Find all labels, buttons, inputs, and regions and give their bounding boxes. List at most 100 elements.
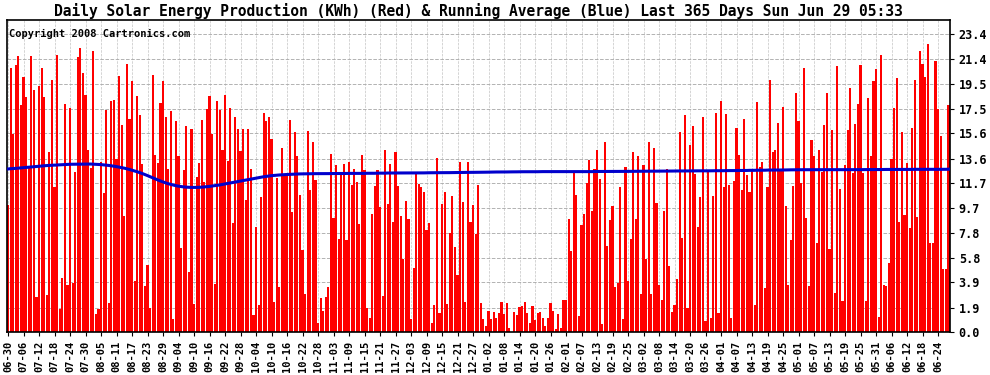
Bar bbox=[779, 169, 781, 332]
Bar bbox=[699, 198, 702, 332]
Bar bbox=[299, 195, 301, 332]
Bar bbox=[736, 128, 738, 332]
Bar bbox=[911, 129, 914, 332]
Bar bbox=[12, 134, 14, 332]
Bar bbox=[792, 186, 795, 332]
Bar bbox=[798, 122, 800, 332]
Bar bbox=[400, 216, 402, 332]
Bar bbox=[201, 120, 203, 332]
Bar bbox=[593, 168, 596, 332]
Bar bbox=[947, 105, 949, 332]
Bar bbox=[580, 225, 583, 332]
Bar bbox=[633, 152, 635, 332]
Bar bbox=[826, 93, 828, 332]
Bar bbox=[76, 57, 79, 332]
Bar bbox=[837, 66, 839, 332]
Bar bbox=[444, 192, 446, 332]
Bar bbox=[177, 156, 179, 332]
Bar bbox=[559, 328, 562, 332]
Bar bbox=[307, 131, 309, 332]
Bar bbox=[756, 102, 758, 332]
Bar bbox=[224, 95, 226, 332]
Bar bbox=[567, 219, 569, 332]
Bar bbox=[71, 283, 73, 332]
Bar bbox=[172, 319, 174, 332]
Bar bbox=[198, 163, 200, 332]
Bar bbox=[705, 321, 707, 332]
Bar bbox=[771, 152, 774, 332]
Bar bbox=[421, 187, 423, 332]
Bar bbox=[870, 156, 872, 332]
Bar bbox=[612, 206, 614, 332]
Bar bbox=[521, 306, 524, 332]
Bar bbox=[710, 318, 712, 332]
Bar bbox=[500, 302, 503, 332]
Bar bbox=[464, 302, 466, 332]
Bar bbox=[410, 319, 412, 332]
Bar bbox=[805, 218, 808, 332]
Bar bbox=[431, 323, 433, 332]
Bar bbox=[296, 156, 298, 332]
Bar bbox=[800, 183, 802, 332]
Bar bbox=[387, 204, 389, 332]
Bar bbox=[415, 172, 418, 332]
Bar bbox=[485, 326, 487, 332]
Bar bbox=[932, 243, 934, 332]
Bar bbox=[901, 132, 903, 332]
Bar bbox=[333, 219, 335, 332]
Bar bbox=[606, 246, 609, 332]
Bar bbox=[875, 69, 877, 332]
Bar bbox=[890, 159, 893, 332]
Bar bbox=[185, 126, 187, 332]
Bar bbox=[748, 192, 750, 332]
Bar bbox=[89, 168, 92, 332]
Bar bbox=[640, 294, 643, 332]
Bar bbox=[733, 181, 735, 332]
Bar bbox=[469, 222, 471, 332]
Title: Daily Solar Energy Production (KWh) (Red) & Running Average (Blue) Last 365 Days: Daily Solar Energy Production (KWh) (Red… bbox=[53, 3, 903, 19]
Bar bbox=[58, 309, 60, 332]
Bar bbox=[790, 240, 792, 332]
Bar bbox=[808, 286, 810, 332]
Bar bbox=[134, 281, 136, 332]
Bar bbox=[668, 266, 670, 332]
Bar bbox=[154, 154, 156, 332]
Bar bbox=[371, 214, 373, 332]
Bar bbox=[575, 195, 577, 332]
Bar bbox=[529, 323, 531, 332]
Bar bbox=[614, 287, 616, 332]
Bar bbox=[702, 117, 704, 332]
Bar bbox=[418, 184, 420, 332]
Bar bbox=[44, 97, 46, 332]
Bar bbox=[619, 187, 622, 332]
Bar bbox=[686, 308, 689, 332]
Bar bbox=[777, 123, 779, 332]
Bar bbox=[195, 177, 198, 332]
Bar bbox=[30, 56, 33, 332]
Bar bbox=[242, 129, 245, 332]
Bar bbox=[885, 286, 887, 332]
Bar bbox=[180, 248, 182, 332]
Bar bbox=[25, 97, 27, 332]
Bar bbox=[570, 251, 572, 332]
Bar bbox=[222, 150, 224, 332]
Bar bbox=[66, 285, 68, 332]
Bar bbox=[627, 282, 630, 332]
Bar bbox=[350, 184, 352, 332]
Bar bbox=[681, 238, 683, 332]
Bar bbox=[831, 129, 834, 332]
Bar bbox=[227, 160, 229, 332]
Bar bbox=[849, 88, 851, 332]
Bar bbox=[893, 108, 895, 332]
Bar bbox=[824, 125, 826, 332]
Bar bbox=[725, 114, 728, 332]
Bar bbox=[490, 319, 492, 332]
Bar bbox=[601, 324, 603, 332]
Bar bbox=[578, 316, 580, 332]
Bar bbox=[643, 165, 644, 332]
Bar bbox=[586, 183, 588, 332]
Text: Copyright 2008 Cartronics.com: Copyright 2008 Cartronics.com bbox=[9, 29, 190, 39]
Bar bbox=[803, 68, 805, 332]
Bar bbox=[249, 170, 252, 332]
Bar bbox=[745, 175, 748, 332]
